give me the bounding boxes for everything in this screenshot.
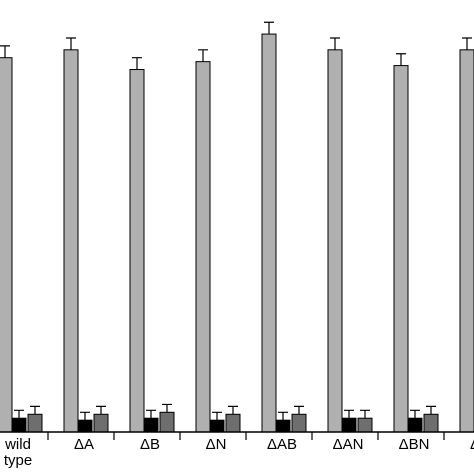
error-bar-3-series-2: [228, 405, 238, 415]
bar-3-series-1: [209, 419, 225, 433]
bar-6-series-2: [423, 413, 439, 433]
bar-1-series-1: [77, 419, 93, 433]
bar-4-series-0: [261, 33, 277, 433]
bar-6-series-1: [407, 417, 423, 433]
error-bar-2-series-0: [132, 57, 142, 70]
x-tick-label: ΔA: [74, 436, 94, 453]
error-bar-4-series-2: [294, 405, 304, 415]
x-tick-label: ΔAN: [333, 436, 364, 453]
error-bar-0-series-2: [30, 405, 40, 415]
error-bar-6-series-0: [396, 53, 406, 66]
bar-5-series-2: [357, 417, 373, 433]
bar-5-series-0: [327, 49, 343, 433]
error-bar-0-series-0: [0, 45, 10, 58]
error-bar-1-series-1: [80, 411, 90, 421]
error-bar-5-series-0: [330, 37, 340, 50]
bar-5-series-1: [341, 417, 357, 433]
error-bar-1-series-2: [96, 405, 106, 415]
bars-group: [0, 21, 474, 433]
bar-3-series-0: [195, 61, 211, 433]
bar-4-series-1: [275, 419, 291, 433]
bar-0-series-1: [11, 417, 27, 433]
error-bar-2-series-2: [162, 403, 172, 413]
x-tick-label: ΔA: [470, 436, 474, 453]
error-bar-0-series-1: [14, 409, 24, 419]
error-bar-3-series-1: [212, 411, 222, 421]
bar-4-series-2: [291, 413, 307, 433]
error-bar-1-series-0: [66, 37, 76, 50]
error-bar-6-series-2: [426, 405, 436, 415]
bar-2-series-0: [129, 69, 145, 433]
bar-6-series-0: [393, 65, 409, 433]
error-bar-5-series-1: [344, 409, 354, 419]
x-tick-label: ΔBN: [399, 436, 430, 453]
error-bar-2-series-1: [146, 409, 156, 419]
error-bar-6-series-1: [410, 409, 420, 419]
error-bar-5-series-2: [360, 409, 370, 419]
x-tick-label: ΔB: [140, 436, 160, 453]
x-ticks-group: [47, 432, 445, 440]
bar-0-series-2: [27, 413, 43, 433]
error-bar-4-series-1: [278, 411, 288, 421]
x-tick-label: wild type: [4, 436, 32, 469]
bar-0-series-0: [0, 57, 13, 433]
x-tick-label: ΔAB: [267, 436, 297, 453]
x-tick-label: ΔN: [206, 436, 227, 453]
bar-1-series-2: [93, 413, 109, 433]
error-bar-7-series-0: [462, 37, 472, 50]
bar-3-series-2: [225, 413, 241, 433]
bar-2-series-2: [159, 411, 175, 433]
bar-7-series-0: [459, 49, 474, 433]
bar-1-series-0: [63, 49, 79, 433]
error-bar-3-series-0: [198, 49, 208, 62]
bar-2-series-1: [143, 417, 159, 433]
error-bar-4-series-0: [264, 21, 274, 35]
